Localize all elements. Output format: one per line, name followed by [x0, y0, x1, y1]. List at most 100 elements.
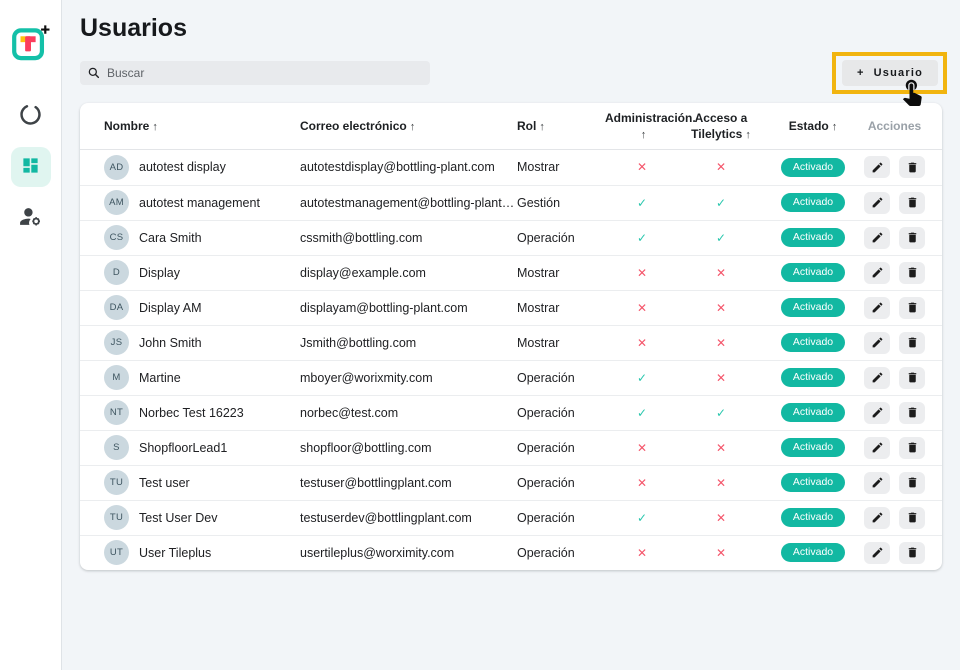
- delete-user-button[interactable]: [899, 401, 925, 424]
- column-header-tilelytics[interactable]: Acceso a Tilelytics ↑: [691, 110, 751, 141]
- edit-user-button[interactable]: [864, 541, 890, 564]
- admin-access-mark: ✓: [636, 510, 648, 525]
- tileplus-logo[interactable]: [10, 22, 52, 64]
- user-email: mboyer@worixmity.com: [300, 370, 433, 385]
- edit-user-button[interactable]: [864, 226, 890, 249]
- column-header-role[interactable]: Rol ↑: [517, 119, 545, 134]
- table-row[interactable]: M Martine mboyer@worixmity.com Operación…: [80, 359, 942, 395]
- user-email: usertileplus@worximity.com: [300, 545, 455, 560]
- table-row[interactable]: TU Test User Dev testuserdev@bottlingpla…: [80, 499, 942, 535]
- user-email: autotestmanagement@bottling-plant.com: [300, 195, 517, 210]
- table-row[interactable]: JS John Smith Jsmith@bottling.com Mostra…: [80, 324, 942, 360]
- sidebar-item-dashboard[interactable]: [10, 147, 51, 187]
- avatar: AM: [104, 190, 129, 216]
- user-role: Operación: [517, 475, 575, 490]
- edit-pencil-icon: [871, 196, 884, 209]
- edit-user-button[interactable]: [864, 156, 890, 179]
- user-name: Test user: [139, 475, 190, 490]
- edit-pencil-icon: [871, 511, 884, 524]
- column-header-actions: Acciones: [867, 119, 922, 134]
- plus-icon: +: [857, 66, 865, 79]
- user-name: autotest display: [139, 160, 226, 175]
- edit-user-button[interactable]: [864, 261, 890, 284]
- delete-user-button[interactable]: [899, 436, 925, 459]
- delete-user-button[interactable]: [899, 261, 925, 284]
- edit-user-button[interactable]: [864, 191, 890, 214]
- table-row[interactable]: UT User Tileplus usertileplus@worximity.…: [80, 534, 942, 570]
- tilelytics-access-mark: ✕: [715, 160, 727, 175]
- column-header-admin[interactable]: Administración. ↑: [605, 110, 696, 141]
- user-name: Martine: [139, 370, 181, 385]
- dashboard-icon: [21, 156, 40, 178]
- delete-user-button[interactable]: [899, 156, 925, 179]
- page-title: Usuarios: [80, 14, 187, 42]
- table-row[interactable]: NT Norbec Test 16223 norbec@test.com Ope…: [80, 394, 942, 430]
- user-name: autotest management: [139, 195, 260, 210]
- column-header-name[interactable]: Nombre ↑: [104, 119, 158, 134]
- user-role: Operación: [517, 405, 575, 420]
- status-badge: Activado: [780, 193, 846, 213]
- edit-user-button[interactable]: [864, 331, 890, 354]
- edit-user-button[interactable]: [864, 471, 890, 494]
- table-row[interactable]: D Display display@example.com Mostrar ✕ …: [80, 254, 942, 290]
- column-header-status[interactable]: Estado ↑: [788, 119, 838, 134]
- table-row[interactable]: S ShopfloorLead1 shopfloor@bottling.com …: [80, 429, 942, 465]
- admin-access-mark: ✓: [636, 195, 648, 210]
- user-email: Jsmith@bottling.com: [300, 335, 417, 350]
- user-role: Operación: [517, 545, 575, 560]
- trash-icon: [906, 546, 919, 559]
- edit-pencil-icon: [871, 371, 884, 384]
- edit-user-button[interactable]: [864, 506, 890, 529]
- edit-user-button[interactable]: [864, 296, 890, 319]
- delete-user-button[interactable]: [899, 191, 925, 214]
- admin-access-mark: ✓: [636, 405, 648, 420]
- table-row[interactable]: TU Test user testuser@bottlingplant.com …: [80, 464, 942, 500]
- search-box[interactable]: [80, 60, 430, 85]
- delete-user-button[interactable]: [899, 296, 925, 319]
- edit-pencil-icon: [871, 336, 884, 349]
- delete-user-button[interactable]: [899, 471, 925, 494]
- user-name: Display AM: [139, 300, 202, 315]
- admin-access-mark: ✕: [636, 475, 648, 490]
- table-body: AD autotest display autotestdisplay@bott…: [80, 150, 942, 570]
- status-badge: Activado: [780, 508, 846, 528]
- edit-pencil-icon: [871, 231, 884, 244]
- delete-user-button[interactable]: [899, 366, 925, 389]
- sort-arrow-icon: ↑: [539, 121, 545, 134]
- table-header-row: Nombre ↑ Correo electrónico ↑ Rol ↑ Adminis…: [80, 103, 942, 150]
- tilelytics-access-mark: ✕: [715, 335, 727, 350]
- edit-user-button[interactable]: [864, 436, 890, 459]
- table-row[interactable]: DA Display AM displayam@bottling-plant.c…: [80, 289, 942, 325]
- table-row[interactable]: CS Cara Smith cssmith@bottling.com Opera…: [80, 219, 942, 255]
- sidebar: [0, 0, 62, 670]
- user-role: Operación: [517, 440, 575, 455]
- tilelytics-access-mark: ✕: [715, 300, 727, 315]
- edit-user-button[interactable]: [864, 366, 890, 389]
- avatar: AD: [104, 154, 129, 180]
- user-name: User Tileplus: [139, 545, 212, 560]
- avatar: M: [104, 365, 129, 391]
- sidebar-item-user-management[interactable]: [11, 198, 51, 238]
- trash-icon: [906, 371, 919, 384]
- add-user-button[interactable]: + Usuario: [842, 59, 938, 86]
- trash-icon: [906, 406, 919, 419]
- table-row[interactable]: AD autotest display autotestdisplay@bott…: [80, 150, 942, 185]
- delete-user-button[interactable]: [899, 226, 925, 249]
- tilelytics-access-mark: ✓: [715, 405, 727, 420]
- search-input[interactable]: [107, 65, 423, 80]
- edit-user-button[interactable]: [864, 401, 890, 424]
- delete-user-button[interactable]: [899, 331, 925, 354]
- user-email: norbec@test.com: [300, 405, 399, 420]
- user-name: Cara Smith: [139, 230, 202, 245]
- column-header-email[interactable]: Correo electrónico ↑: [300, 119, 416, 134]
- avatar: TU: [104, 470, 129, 496]
- delete-user-button[interactable]: [899, 506, 925, 529]
- delete-user-button[interactable]: [899, 541, 925, 564]
- table-row[interactable]: AM autotest management autotestmanagemen…: [80, 184, 942, 220]
- tilelytics-access-mark: ✓: [715, 195, 727, 210]
- avatar: TU: [104, 505, 129, 531]
- user-email: testuserdev@bottlingplant.com: [300, 510, 472, 525]
- edit-pencil-icon: [871, 266, 884, 279]
- sidebar-item-sync[interactable]: [11, 96, 51, 136]
- user-email: autotestdisplay@bottling-plant.com: [300, 160, 495, 175]
